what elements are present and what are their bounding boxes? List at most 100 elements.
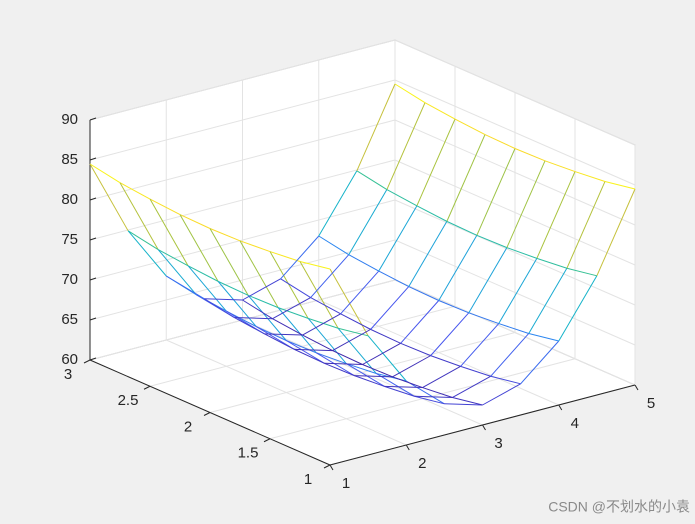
mesh-edge [346, 363, 377, 374]
mesh-edge [269, 251, 309, 319]
mesh-edge [468, 312, 499, 325]
mesh-edge [476, 234, 508, 249]
mesh-edge [362, 364, 393, 378]
mesh-edge [430, 312, 470, 356]
mesh-edge [367, 335, 407, 382]
mesh-edge [378, 205, 418, 272]
mesh-edge [247, 294, 287, 341]
mesh-edge [89, 163, 121, 184]
mesh-edge [514, 148, 546, 162]
y-tick [143, 385, 151, 390]
y-tick [83, 359, 91, 364]
mesh-edge [536, 171, 576, 259]
mesh-edge [294, 348, 333, 352]
x-tick-label: 2 [418, 455, 426, 472]
x-tick [558, 404, 563, 411]
grid-line [89, 79, 396, 161]
mesh-edge [405, 380, 445, 405]
mesh-edge [424, 102, 456, 120]
z-tick [89, 237, 97, 241]
mesh-edge [354, 375, 385, 387]
grid-line [394, 239, 636, 346]
mesh-edge [239, 240, 279, 308]
mesh-edge [119, 182, 159, 250]
x-tick-label: 4 [571, 415, 579, 432]
grid-line [394, 279, 636, 386]
mesh-edge [408, 221, 448, 287]
mesh-edge [187, 265, 227, 312]
mesh-edge [400, 342, 431, 357]
y-tick [203, 412, 211, 416]
y-tick [263, 438, 271, 443]
x-tick [482, 424, 486, 431]
mesh-edge [414, 395, 445, 405]
z-tick [89, 277, 97, 281]
mesh-edge [217, 281, 257, 327]
mesh-edge [277, 307, 309, 319]
mesh-edge [217, 280, 249, 296]
mesh-edge [452, 396, 483, 406]
mesh-edge [149, 198, 181, 216]
grid-line [89, 199, 396, 281]
mesh-edge [302, 313, 341, 336]
mesh-edge [234, 317, 265, 335]
grid-line [209, 332, 516, 413]
mesh-edge [454, 118, 486, 136]
mesh-edge [596, 188, 636, 277]
z-tick-label: 75 [61, 231, 78, 248]
mesh-edge [324, 362, 363, 365]
y-tick-label: 2.5 [118, 392, 139, 409]
mesh-edge [277, 307, 317, 354]
mesh-edge [370, 328, 401, 344]
mesh-edge [149, 198, 189, 267]
mesh-edge [468, 247, 508, 314]
mesh-edge [408, 286, 439, 301]
mesh-edge [490, 375, 521, 385]
mesh-edge [209, 228, 249, 296]
mesh-edge [285, 340, 325, 364]
y-tick-label: 2 [184, 418, 192, 435]
mesh-edge [356, 170, 388, 190]
y-tick-label: 1 [304, 471, 312, 488]
y-tick-label: 1.5 [238, 445, 259, 462]
grid-line [394, 39, 636, 146]
mesh-edge [416, 205, 448, 222]
mesh-edge [332, 350, 363, 365]
z-tick-label: 80 [61, 191, 78, 208]
grid-line [149, 305, 456, 387]
mesh-edge [484, 134, 516, 149]
mesh-edge [482, 383, 521, 406]
mesh-edge [187, 265, 219, 282]
mesh-edge [340, 270, 380, 315]
z-tick-label: 85 [61, 151, 78, 168]
y-tick [323, 464, 331, 469]
mesh-edge [280, 235, 320, 280]
mesh-edge [386, 189, 418, 207]
mesh-edge [452, 375, 491, 398]
mesh-edge [204, 298, 243, 301]
mesh-edge [127, 230, 159, 250]
mesh-edge [299, 261, 339, 329]
mesh-edge [324, 362, 355, 377]
mesh-edge [460, 365, 491, 377]
mesh-edge [506, 160, 546, 248]
mesh-edge [179, 214, 219, 282]
x-tick-label: 1 [342, 475, 350, 492]
mesh-edge [294, 348, 325, 364]
mesh-edge [242, 299, 273, 320]
mesh-edge [234, 317, 273, 320]
watermark: CSDN @不划水的小袁 [548, 499, 690, 515]
mesh-edge [316, 352, 347, 365]
grid-line [89, 119, 396, 201]
z-tick-label: 70 [61, 271, 78, 288]
z-tick-label: 65 [61, 311, 78, 328]
mesh-edge [528, 332, 559, 342]
mesh-edge [280, 278, 311, 298]
mesh-edge [528, 268, 568, 334]
z-tick-label: 90 [61, 111, 78, 128]
y-tick-label: 3 [64, 366, 72, 383]
grid-line [394, 159, 636, 266]
mesh-edge [544, 160, 576, 173]
